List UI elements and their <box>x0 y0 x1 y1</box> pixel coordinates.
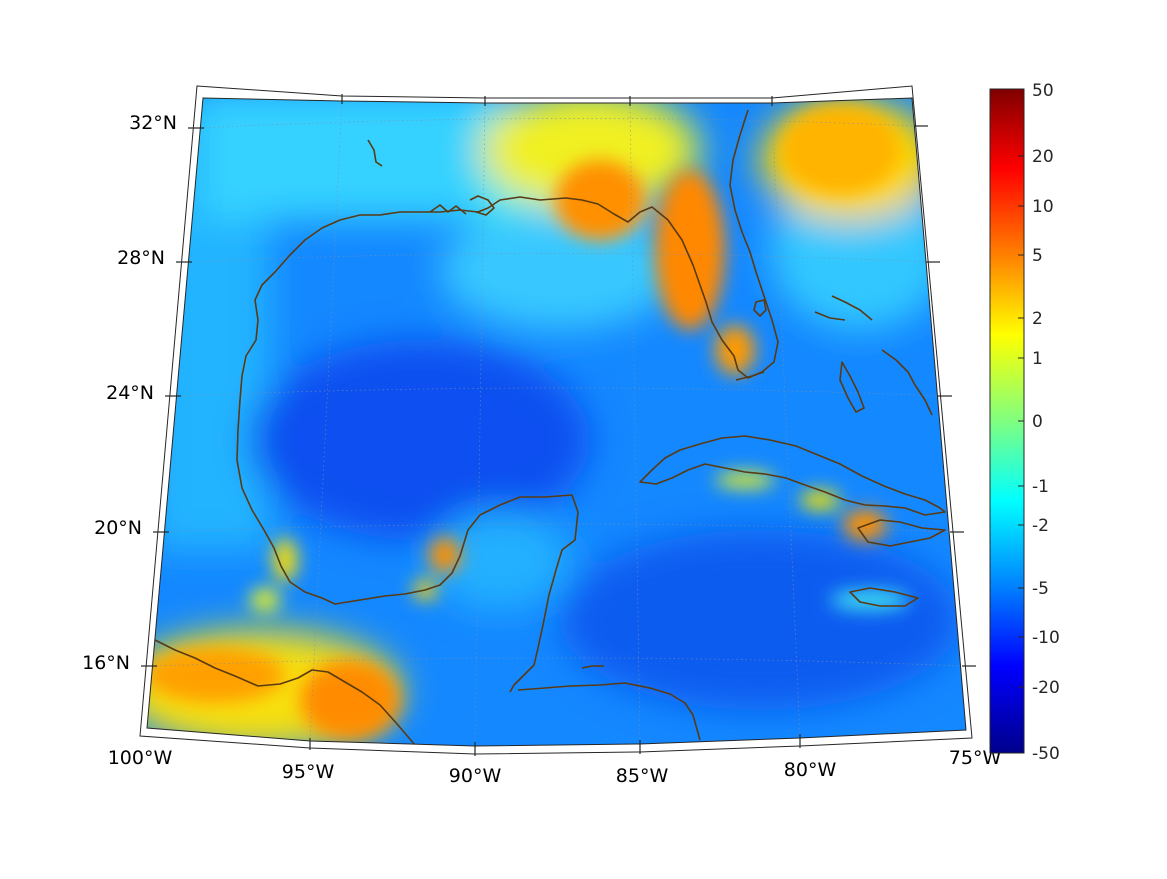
field-yellow-cuba-e <box>800 490 840 510</box>
cb-label-0: 0 <box>1032 412 1043 432</box>
field-orange-peninsula <box>655 170 725 330</box>
lat-label-20: 20°N <box>94 517 142 539</box>
field-orange-ne <box>780 105 900 195</box>
lon-label-75: 75°W <box>949 747 1002 769</box>
lat-label-16: 16°N <box>82 652 130 674</box>
field-yellow-isthmus <box>273 538 297 582</box>
louisiana-bays <box>429 204 467 215</box>
florida-lake <box>753 299 767 317</box>
mississippi-delta <box>469 195 495 216</box>
lat-label-28: 28°N <box>117 247 165 269</box>
bahamas-andros <box>839 361 865 413</box>
gulf-coast-us-mexico <box>236 109 779 693</box>
field-cyan-north <box>200 98 500 220</box>
field-yellow-jamaica <box>830 590 910 610</box>
field-orange-mexico-w <box>147 647 285 703</box>
cb-label-20: 20 <box>1032 147 1054 167</box>
field-cyan-yucatan <box>430 510 570 610</box>
colorbar-ticks <box>1018 88 1024 754</box>
map-frame <box>139 85 976 756</box>
field-orange-mexico-s <box>300 660 400 740</box>
field-orange-sfl <box>715 325 755 375</box>
field-cyan-florida-west <box>440 210 680 330</box>
graticule <box>155 100 965 746</box>
cb-label-m1: -1 <box>1032 477 1049 497</box>
lon-label-90: 90°W <box>449 765 502 787</box>
honduras-islands <box>581 665 604 669</box>
bahamas-chain <box>881 349 933 416</box>
field-yellow-cuba-c <box>715 472 775 488</box>
pacific-coast-mexico <box>154 639 416 746</box>
bahamas-north <box>831 295 873 321</box>
cuba <box>639 435 946 516</box>
lat-label-24: 24°N <box>106 382 154 404</box>
parallel-28 <box>189 253 929 263</box>
cb-label-m10: -10 <box>1032 628 1060 648</box>
colorbar-labels: 50 20 10 5 2 1 0 -1 -2 -5 -10 -20 -50 <box>1032 81 1060 764</box>
colorbar: 50 20 10 5 2 1 0 -1 -2 -5 -10 -20 -50 <box>989 81 1060 764</box>
lon-label-80: 80°W <box>784 759 837 781</box>
inland-lake <box>367 139 383 167</box>
parallel-20 <box>167 523 953 533</box>
cb-label-5: 5 <box>1032 246 1043 266</box>
field-deep-caribbean <box>560 530 960 710</box>
lat-label-32: 32°N <box>129 112 177 134</box>
field-yellow-coast-sw <box>250 588 280 612</box>
cb-label-m20: -20 <box>1032 678 1060 698</box>
hispaniola <box>857 519 946 547</box>
cb-label-m2: -2 <box>1032 516 1049 536</box>
meridian-95 <box>309 100 343 742</box>
cb-label-50: 50 <box>1032 81 1054 101</box>
parallel-24 <box>179 387 941 397</box>
cb-label-m5: -5 <box>1032 579 1049 599</box>
cb-label-2: 2 <box>1032 309 1043 329</box>
lon-label-95: 95°W <box>282 761 335 783</box>
cb-label-1: 1 <box>1032 349 1043 369</box>
bahamas-cays <box>814 311 846 321</box>
keys <box>735 371 765 381</box>
frame-ticks <box>141 94 976 756</box>
meridian-85 <box>629 102 641 745</box>
meridian-90 <box>474 102 486 746</box>
map-field <box>147 98 966 746</box>
lon-label-85: 85°W <box>616 765 669 787</box>
latitude-labels: 32°N 28°N 24°N 20°N 16°N <box>82 112 177 674</box>
field-orange-yucatan <box>429 537 461 573</box>
lon-label-100: 100°W <box>108 747 173 769</box>
cb-label-10: 10 <box>1032 197 1054 217</box>
cb-label-m50: -50 <box>1032 744 1060 764</box>
central-america-coast <box>517 682 701 741</box>
field-yellow-north <box>480 98 700 210</box>
field-deep-gulf <box>250 340 590 540</box>
longitude-labels: 100°W 95°W 90°W 85°W 80°W 75°W <box>108 747 1002 787</box>
coastlines <box>154 109 946 746</box>
field-orange-panhandle <box>555 160 645 240</box>
jamaica <box>849 587 919 607</box>
